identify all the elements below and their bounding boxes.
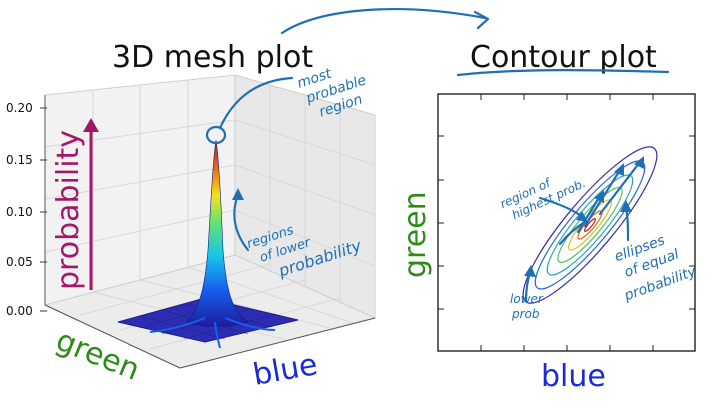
probability-peak <box>185 139 249 327</box>
z-tick-label: 0.05 <box>6 255 33 269</box>
svg-text:prob: prob <box>511 307 540 321</box>
z-tick-label: 0.20 <box>6 101 33 115</box>
svg-text:lower: lower <box>510 292 544 306</box>
blue-axis-label-right: blue <box>541 359 606 394</box>
connector-arrow <box>280 8 487 35</box>
green-axis-label-right: green <box>398 191 433 278</box>
title-underline <box>456 69 670 77</box>
peak-tails <box>149 317 276 349</box>
peak-circle <box>205 125 227 145</box>
probability-arrow <box>83 118 99 290</box>
contour-ticks <box>438 94 695 351</box>
z-tick-label: 0.00 <box>6 304 33 318</box>
left-panel-title: 3D mesh plot <box>112 40 313 75</box>
z-tick-label: 0.15 <box>6 153 33 167</box>
z-axis-ticks: 0.20 0.15 0.10 0.05 0.00 <box>6 101 47 318</box>
peak-pointer <box>218 76 294 130</box>
z-tick-label: 0.10 <box>6 205 33 219</box>
contour-ring <box>584 218 596 232</box>
blue-axis-label: blue <box>250 347 320 393</box>
note-lower-prob: lower prob <box>510 292 544 321</box>
connector-arrowhead <box>473 10 490 30</box>
contour-plot-frame <box>437 93 696 352</box>
probability-axis-label: probability <box>51 130 86 290</box>
ellipse-pointers <box>558 156 644 246</box>
